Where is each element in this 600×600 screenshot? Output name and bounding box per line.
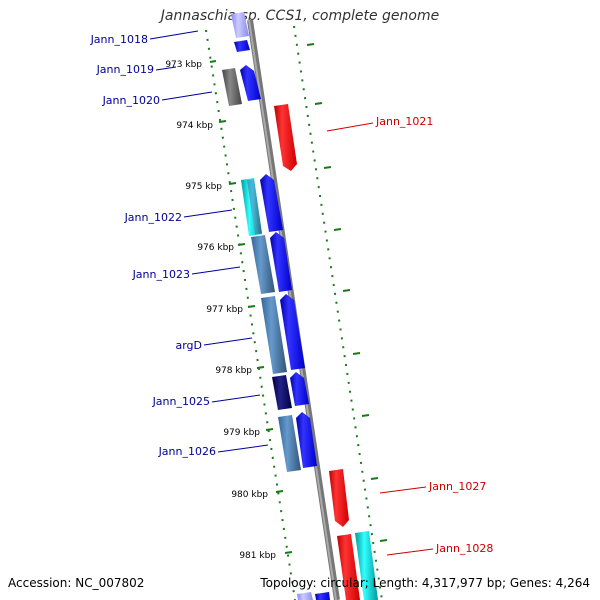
gene-feature[interactable] xyxy=(247,179,262,234)
gene-label[interactable]: Jann_1026 xyxy=(158,445,216,458)
tick-label: 974 kbp xyxy=(176,121,213,131)
gene-feature[interactable] xyxy=(315,592,330,600)
gene-label[interactable]: Jann_1027 xyxy=(428,480,486,493)
leader-line xyxy=(211,394,261,403)
gene-feature[interactable] xyxy=(222,68,242,106)
gene-feature[interactable] xyxy=(272,375,292,410)
tick-mark xyxy=(275,490,284,493)
gene-feature[interactable] xyxy=(278,415,301,472)
outer-tick-group xyxy=(306,43,388,542)
gene-feature[interactable] xyxy=(274,104,297,171)
gene-feature[interactable] xyxy=(337,534,360,600)
outer-tick xyxy=(306,43,315,46)
gene-feature[interactable] xyxy=(261,296,287,374)
gene-feature[interactable] xyxy=(329,469,349,527)
gene-label[interactable]: Jann_1018 xyxy=(90,33,148,46)
right-gene-labels: Jann_1021 Jann_1027 Jann_1028 xyxy=(375,115,493,555)
tick-label: 975 kbp xyxy=(185,182,222,192)
tick-label: 980 kbp xyxy=(231,490,268,500)
leader-line xyxy=(155,66,177,71)
left-leader-lines xyxy=(149,30,269,453)
tick-mark xyxy=(265,428,274,431)
outer-tick xyxy=(361,414,370,417)
gene-feature[interactable] xyxy=(270,232,292,292)
leader-line xyxy=(183,209,233,218)
leader-line xyxy=(217,444,269,453)
leader-line xyxy=(191,266,241,275)
outer-tick xyxy=(333,228,342,231)
gene-label[interactable]: Jann_1025 xyxy=(152,395,210,408)
gene-feature[interactable] xyxy=(296,412,317,468)
tick-group: 973 kbp 974 kbp 975 kbp 976 kbp 977 kbp … xyxy=(165,60,293,561)
gene-feature[interactable] xyxy=(297,592,313,600)
gene-label[interactable]: Jann_1020 xyxy=(102,94,160,107)
gene-feature[interactable] xyxy=(240,65,261,101)
tick-mark xyxy=(247,305,256,308)
tick-mark xyxy=(284,551,293,554)
tick-label: 979 kbp xyxy=(223,428,260,438)
tick-mark xyxy=(218,120,227,123)
tick-mark xyxy=(209,60,217,63)
leader-line xyxy=(379,486,427,494)
right-leader-lines xyxy=(326,122,434,556)
map-title: Jannaschia sp. CCS1, complete genome xyxy=(160,8,440,24)
gene-label[interactable]: Jann_1023 xyxy=(132,268,190,281)
outer-tick xyxy=(342,289,351,292)
gene-label[interactable]: Jann_1021 xyxy=(375,115,433,128)
gene-feature[interactable] xyxy=(355,531,378,600)
gene-label[interactable]: Jann_1022 xyxy=(124,211,182,224)
tick-label: 973 kbp xyxy=(165,60,202,70)
outer-tick xyxy=(370,477,379,480)
outer-tick xyxy=(323,166,332,169)
leader-line xyxy=(161,91,213,101)
leader-line xyxy=(149,30,199,40)
leader-line xyxy=(203,337,253,346)
gene-feature[interactable] xyxy=(231,12,249,38)
gene-feature[interactable] xyxy=(251,235,275,294)
outer-tick xyxy=(314,102,323,105)
gene-feature[interactable] xyxy=(234,40,250,52)
tick-label: 978 kbp xyxy=(215,366,252,376)
forward-genes xyxy=(222,12,330,600)
gene-feature[interactable] xyxy=(280,294,305,370)
inner-dotted-guide xyxy=(205,29,296,600)
outer-tick xyxy=(379,539,388,542)
leader-line xyxy=(386,548,434,556)
outer-tick xyxy=(352,352,361,355)
accession-text: Accession: NC_007802 xyxy=(8,576,145,590)
gene-label[interactable]: Jann_1019 xyxy=(96,63,154,76)
reverse-genes xyxy=(274,104,378,600)
genome-summary-text: Topology: circular; Length: 4,317,977 bp… xyxy=(260,576,590,590)
gene-feature[interactable] xyxy=(290,372,309,406)
gene-feature[interactable] xyxy=(260,174,283,232)
gene-label[interactable]: Jann_1028 xyxy=(435,542,493,555)
tick-label: 977 kbp xyxy=(206,305,243,315)
tick-mark xyxy=(237,243,246,246)
left-gene-labels: Jann_1018 Jann_1019 Jann_1020 Jann_1022 … xyxy=(90,33,216,458)
tick-mark xyxy=(256,366,265,369)
tick-mark xyxy=(228,182,237,185)
tick-label: 976 kbp xyxy=(197,243,234,253)
gene-label[interactable]: argD xyxy=(175,339,202,352)
leader-line xyxy=(326,122,374,132)
tick-label: 981 kbp xyxy=(239,551,276,561)
